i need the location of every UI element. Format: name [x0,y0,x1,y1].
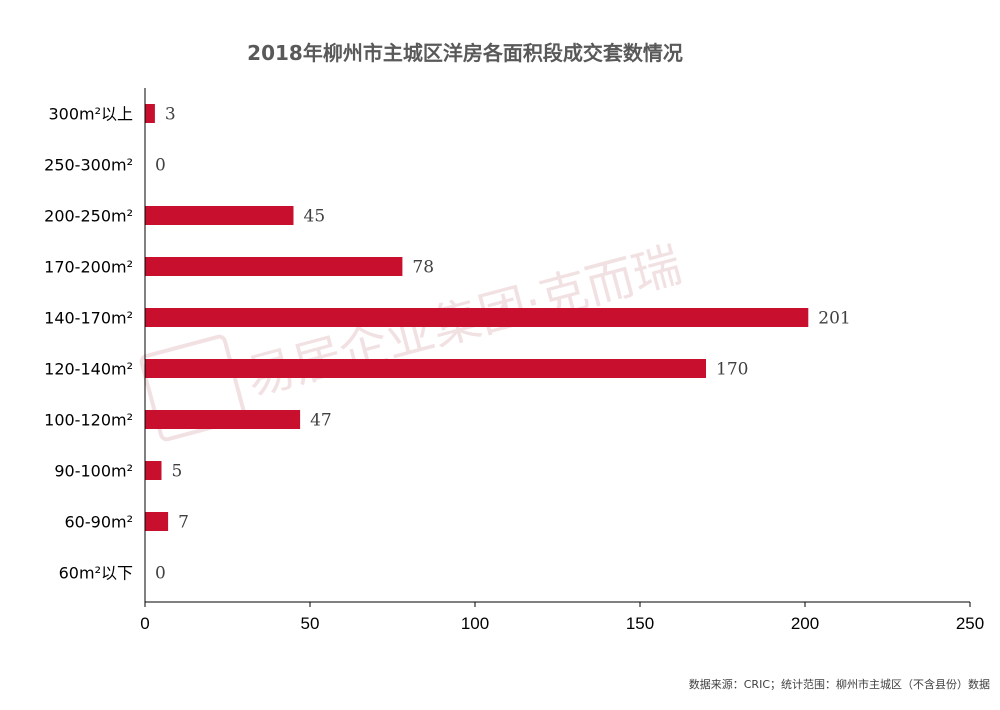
category-label: 90-100m² [54,462,133,481]
bar [145,461,162,480]
category-label: 170-200m² [44,258,133,277]
data-label: 201 [818,309,850,329]
bar [145,257,403,276]
x-tick-label: 250 [956,614,984,633]
category-label: 60-90m² [65,513,134,532]
x-tick-label: 100 [461,614,489,633]
bar [145,410,301,429]
bar [145,359,706,378]
data-labels: 3 0 45 78 201 170 47 5 7 0 [155,105,851,584]
data-label: 170 [716,360,748,380]
data-label: 78 [412,258,434,278]
category-label: 200-250m² [44,207,133,226]
x-axis-ticks: 0 50 100 150 200 250 [140,602,984,633]
x-tick-label: 0 [140,614,149,633]
chart-title: 2018年柳州市主城区洋房各面积段成交套数情况 [247,41,683,65]
category-label: 120-140m² [44,360,133,379]
category-label: 100-120m² [44,411,133,430]
data-label: 5 [172,462,183,482]
bar [145,308,809,327]
bar [145,104,155,123]
source-note: 数据来源：CRIC；统计范围：柳州市主城区（不含县份）数据 [689,677,990,691]
x-tick-label: 50 [301,614,320,633]
data-label: 7 [178,513,189,533]
data-label: 45 [304,207,326,227]
data-label: 0 [155,564,166,584]
category-label: 140-170m² [44,309,133,328]
bar [145,512,169,531]
x-tick-label: 200 [791,614,819,633]
category-label: 60m²以下 [59,564,133,583]
data-label: 0 [155,156,166,176]
bar [145,206,294,225]
category-label: 250-300m² [44,156,133,175]
bars [145,104,809,531]
data-label: 3 [165,105,176,125]
category-labels: 300m²以上 250-300m² 200-250m² 170-200m² 140-17… [44,105,133,583]
data-label: 47 [310,411,332,431]
x-tick-label: 150 [626,614,654,633]
category-label: 300m²以上 [48,105,133,124]
